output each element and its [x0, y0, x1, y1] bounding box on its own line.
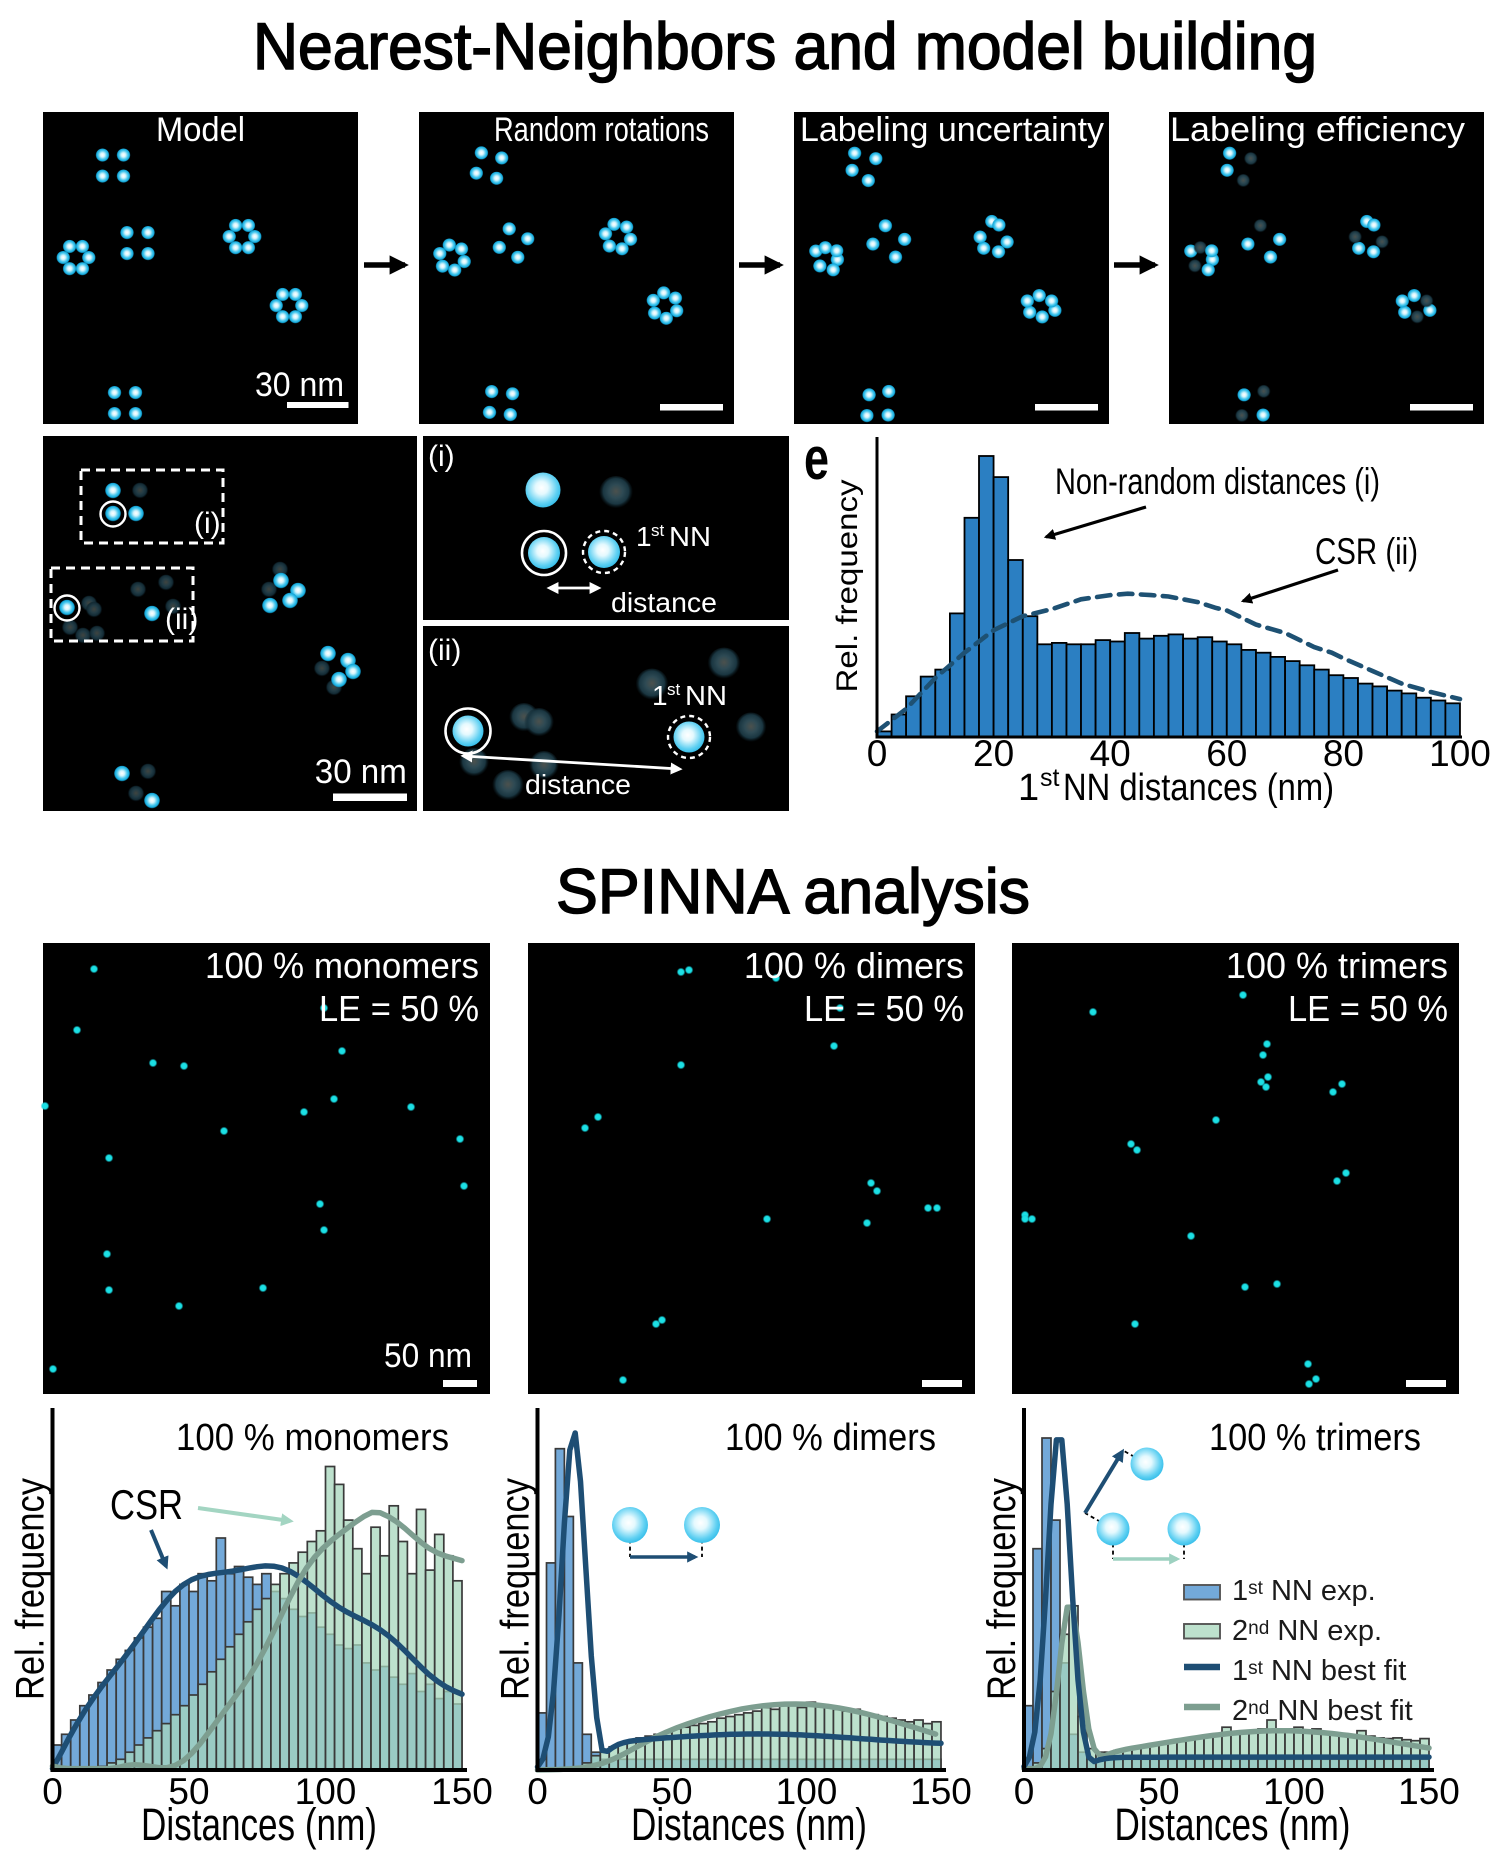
svg-text:100: 100 — [295, 1771, 357, 1812]
svg-text:1: 1 — [652, 680, 668, 711]
svg-text:SPINNA analysis: SPINNA analysis — [556, 857, 1030, 927]
svg-text:100 % monomers: 100 % monomers — [176, 1417, 449, 1459]
svg-text:LE = 50 %: LE = 50 % — [1288, 988, 1448, 1029]
svg-text:50: 50 — [168, 1771, 209, 1812]
svg-text:150: 150 — [910, 1771, 972, 1812]
svg-text:100: 100 — [1429, 733, 1491, 774]
svg-text:0: 0 — [527, 1771, 548, 1812]
svg-text:NN distances (nm): NN distances (nm) — [1063, 767, 1334, 809]
svg-text:st: st — [667, 680, 681, 699]
svg-text:NN: NN — [669, 521, 711, 552]
svg-text:Distances (nm): Distances (nm) — [1115, 1799, 1351, 1850]
svg-text:st: st — [1040, 764, 1060, 792]
svg-text:80: 80 — [1323, 733, 1364, 774]
svg-text:50: 50 — [1138, 1771, 1179, 1812]
svg-text:0: 0 — [42, 1771, 63, 1812]
svg-text:60: 60 — [1206, 733, 1247, 774]
svg-text:100 % trimers: 100 % trimers — [1226, 945, 1448, 986]
svg-text:(i): (i) — [194, 507, 221, 540]
svg-text:NN: NN — [685, 680, 727, 711]
svg-text:Labeling uncertainty: Labeling uncertainty — [800, 111, 1104, 149]
svg-text:30 nm: 30 nm — [315, 753, 407, 791]
svg-text:40: 40 — [1090, 733, 1131, 774]
svg-text:100 % dimers: 100 % dimers — [744, 945, 964, 986]
svg-text:Distances (nm): Distances (nm) — [631, 1799, 867, 1850]
svg-text:0: 0 — [867, 733, 888, 774]
svg-text:distance: distance — [611, 587, 717, 618]
svg-text:CSR: CSR — [110, 1481, 183, 1528]
svg-text:100 % dimers: 100 % dimers — [725, 1417, 936, 1459]
svg-text:50 nm: 50 nm — [384, 1337, 472, 1375]
svg-text:(ii): (ii) — [165, 603, 198, 636]
svg-text:e: e — [804, 425, 829, 492]
svg-text:(ii): (ii) — [428, 634, 461, 667]
svg-text:150: 150 — [431, 1771, 493, 1812]
svg-text:20: 20 — [973, 733, 1014, 774]
svg-text:Labeling efficiency: Labeling efficiency — [1170, 111, 1465, 149]
svg-text:(i): (i) — [428, 440, 455, 473]
svg-text:LE = 50 %: LE = 50 % — [319, 988, 479, 1029]
svg-text:2nd NN best fit: 2nd NN best fit — [1232, 1695, 1413, 1727]
svg-text:30 nm: 30 nm — [255, 366, 344, 404]
svg-text:100: 100 — [776, 1771, 838, 1812]
svg-text:CSR (ii): CSR (ii) — [1315, 531, 1418, 572]
svg-text:100 % monomers: 100 % monomers — [205, 945, 479, 986]
svg-text:Nearest-Neighbors and model bu: Nearest-Neighbors and model building — [253, 9, 1317, 83]
svg-text:Rel. frequency: Rel. frequency — [9, 1478, 53, 1700]
svg-text:st: st — [651, 521, 665, 540]
svg-text:Distances (nm): Distances (nm) — [141, 1799, 377, 1850]
svg-text:150: 150 — [1398, 1771, 1460, 1812]
svg-text:Rel. frequency: Rel. frequency — [980, 1478, 1024, 1700]
svg-text:LE = 50 %: LE = 50 % — [804, 988, 964, 1029]
svg-text:Rel. frequency: Rel. frequency — [494, 1478, 538, 1700]
svg-text:50: 50 — [651, 1771, 692, 1812]
svg-text:1: 1 — [1018, 767, 1039, 809]
svg-text:1: 1 — [636, 521, 652, 552]
svg-text:Non-random distances (i): Non-random distances (i) — [1055, 461, 1380, 502]
svg-text:Model: Model — [156, 111, 245, 149]
svg-text:100: 100 — [1263, 1771, 1325, 1812]
svg-text:distance: distance — [525, 769, 631, 800]
svg-text:100 % trimers: 100 % trimers — [1209, 1417, 1421, 1459]
svg-text:0: 0 — [1014, 1771, 1035, 1812]
svg-text:Random rotations: Random rotations — [494, 111, 709, 149]
svg-text:Rel. frequency: Rel. frequency — [831, 480, 864, 693]
